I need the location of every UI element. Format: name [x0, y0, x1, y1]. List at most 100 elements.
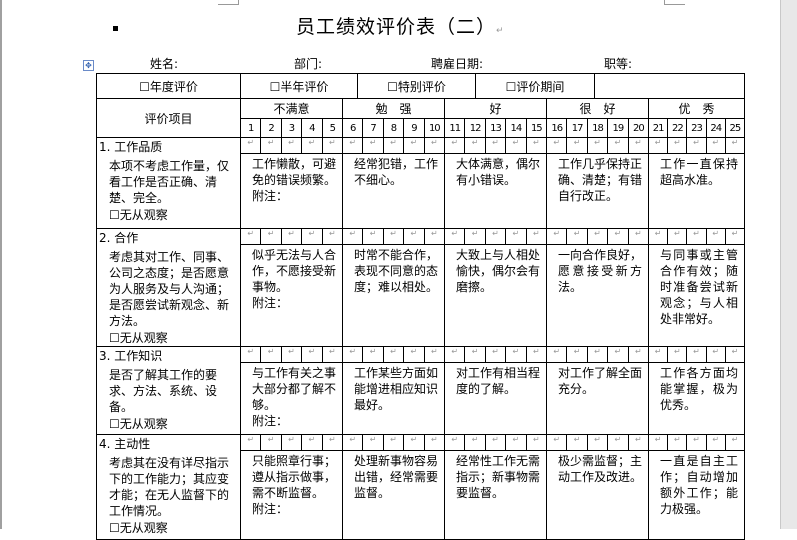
- annual-review-checkbox[interactable]: ☐年度评价: [96, 73, 241, 99]
- score-cell[interactable]: ↵: [403, 434, 425, 451]
- score-cell[interactable]: ↵: [403, 137, 425, 154]
- score-cell[interactable]: ↵: [525, 434, 548, 451]
- review-period-checkbox[interactable]: ☐评价期间: [475, 73, 595, 99]
- score-cell[interactable]: ↵: [705, 434, 726, 451]
- score-cell[interactable]: ↵: [586, 346, 609, 363]
- score-cell[interactable]: ↵: [301, 346, 323, 363]
- grade-field[interactable]: 职等:: [604, 57, 633, 71]
- score-cell[interactable]: ↵: [239, 137, 262, 154]
- half-year-review-checkbox[interactable]: ☐半年评价: [240, 73, 358, 99]
- score-cell[interactable]: ↵: [607, 227, 629, 246]
- score-cell[interactable]: ↵: [464, 346, 486, 363]
- score-cell[interactable]: ↵: [686, 227, 707, 246]
- score-cell[interactable]: ↵: [546, 227, 568, 246]
- score-cell[interactable]: ↵: [423, 227, 446, 246]
- score-cell[interactable]: ↵: [260, 434, 282, 451]
- name-field[interactable]: 姓名:: [150, 57, 179, 71]
- score-cell[interactable]: ↵: [464, 227, 486, 246]
- score-cell[interactable]: ↵: [239, 227, 262, 246]
- score-cell[interactable]: ↵: [444, 346, 466, 363]
- score-cell[interactable]: ↵: [403, 227, 425, 246]
- dept-field[interactable]: 部门:: [294, 57, 323, 71]
- score-cell[interactable]: ↵: [705, 346, 726, 363]
- score-cell[interactable]: ↵: [648, 227, 669, 246]
- score-cell[interactable]: ↵: [505, 137, 527, 154]
- score-cell[interactable]: ↵: [505, 227, 527, 246]
- score-cell[interactable]: ↵: [280, 137, 303, 154]
- score-cell[interactable]: ↵: [505, 434, 527, 451]
- no-observe-checkbox[interactable]: ☐无从观察: [109, 208, 168, 222]
- score-cell[interactable]: ↵: [239, 434, 262, 451]
- score-cell[interactable]: ↵: [686, 346, 707, 363]
- special-review-checkbox[interactable]: ☐特别评价: [357, 73, 476, 99]
- score-cell[interactable]: ↵: [566, 434, 588, 451]
- score-cell[interactable]: ↵: [423, 434, 446, 451]
- score-cell[interactable]: ↵: [342, 434, 364, 451]
- score-cell[interactable]: ↵: [627, 346, 650, 363]
- review-period-value[interactable]: [594, 73, 745, 99]
- score-cell[interactable]: ↵: [525, 137, 548, 154]
- score-cell[interactable]: ↵: [546, 137, 568, 154]
- score-cell[interactable]: ↵: [301, 434, 323, 451]
- score-cell[interactable]: ↵: [724, 227, 746, 246]
- score-cell[interactable]: ↵: [382, 434, 405, 451]
- score-cell[interactable]: ↵: [362, 346, 384, 363]
- score-cell[interactable]: ↵: [627, 227, 650, 246]
- hire-date-field[interactable]: 聘雇日期:: [431, 57, 484, 71]
- score-cell[interactable]: ↵: [607, 137, 629, 154]
- score-cell[interactable]: ↵: [667, 227, 688, 246]
- score-cell[interactable]: ↵: [724, 346, 746, 363]
- score-cell[interactable]: ↵: [382, 227, 405, 246]
- score-cell[interactable]: ↵: [705, 227, 726, 246]
- score-cell[interactable]: ↵: [686, 137, 707, 154]
- score-cell[interactable]: ↵: [586, 434, 609, 451]
- score-cell[interactable]: ↵: [423, 137, 446, 154]
- score-cell[interactable]: ↵: [607, 434, 629, 451]
- score-cell[interactable]: ↵: [321, 434, 344, 451]
- score-cell[interactable]: ↵: [260, 227, 282, 246]
- score-cell[interactable]: ↵: [423, 346, 446, 363]
- score-cell[interactable]: ↵: [239, 346, 262, 363]
- score-cell[interactable]: ↵: [686, 434, 707, 451]
- score-cell[interactable]: ↵: [321, 346, 344, 363]
- score-cell[interactable]: ↵: [280, 434, 303, 451]
- no-observe-checkbox[interactable]: ☐无从观察: [109, 331, 168, 345]
- score-cell[interactable]: ↵: [484, 346, 507, 363]
- score-cell[interactable]: ↵: [705, 137, 726, 154]
- score-cell[interactable]: ↵: [464, 137, 486, 154]
- score-cell[interactable]: ↵: [648, 346, 669, 363]
- score-cell[interactable]: ↵: [667, 137, 688, 154]
- score-cell[interactable]: ↵: [484, 434, 507, 451]
- score-cell[interactable]: ↵: [566, 227, 588, 246]
- score-cell[interactable]: ↵: [321, 137, 344, 154]
- score-cell[interactable]: ↵: [444, 227, 466, 246]
- score-cell[interactable]: ↵: [444, 137, 466, 154]
- score-cell[interactable]: ↵: [607, 346, 629, 363]
- score-cell[interactable]: ↵: [627, 137, 650, 154]
- score-cell[interactable]: ↵: [280, 346, 303, 363]
- score-cell[interactable]: ↵: [566, 346, 588, 363]
- score-cell[interactable]: ↵: [627, 434, 650, 451]
- scrollbar[interactable]: [780, 0, 797, 529]
- score-cell[interactable]: ↵: [260, 346, 282, 363]
- table-move-handle-icon[interactable]: ✥: [83, 60, 94, 71]
- score-cell[interactable]: ↵: [546, 346, 568, 363]
- score-cell[interactable]: ↵: [382, 346, 405, 363]
- score-cell[interactable]: ↵: [566, 137, 588, 154]
- score-cell[interactable]: ↵: [505, 346, 527, 363]
- score-cell[interactable]: ↵: [280, 227, 303, 246]
- score-cell[interactable]: ↵: [525, 227, 548, 246]
- score-cell[interactable]: ↵: [342, 227, 364, 246]
- no-observe-checkbox[interactable]: ☐无从观察: [109, 417, 168, 431]
- score-cell[interactable]: ↵: [484, 137, 507, 154]
- score-cell[interactable]: ↵: [586, 227, 609, 246]
- score-cell[interactable]: ↵: [667, 346, 688, 363]
- score-cell[interactable]: ↵: [648, 137, 669, 154]
- score-cell[interactable]: ↵: [444, 434, 466, 451]
- score-cell[interactable]: ↵: [362, 137, 384, 154]
- score-cell[interactable]: ↵: [342, 137, 364, 154]
- score-cell[interactable]: ↵: [321, 227, 344, 246]
- score-cell[interactable]: ↵: [403, 346, 425, 363]
- score-cell[interactable]: ↵: [484, 227, 507, 246]
- score-cell[interactable]: ↵: [667, 434, 688, 451]
